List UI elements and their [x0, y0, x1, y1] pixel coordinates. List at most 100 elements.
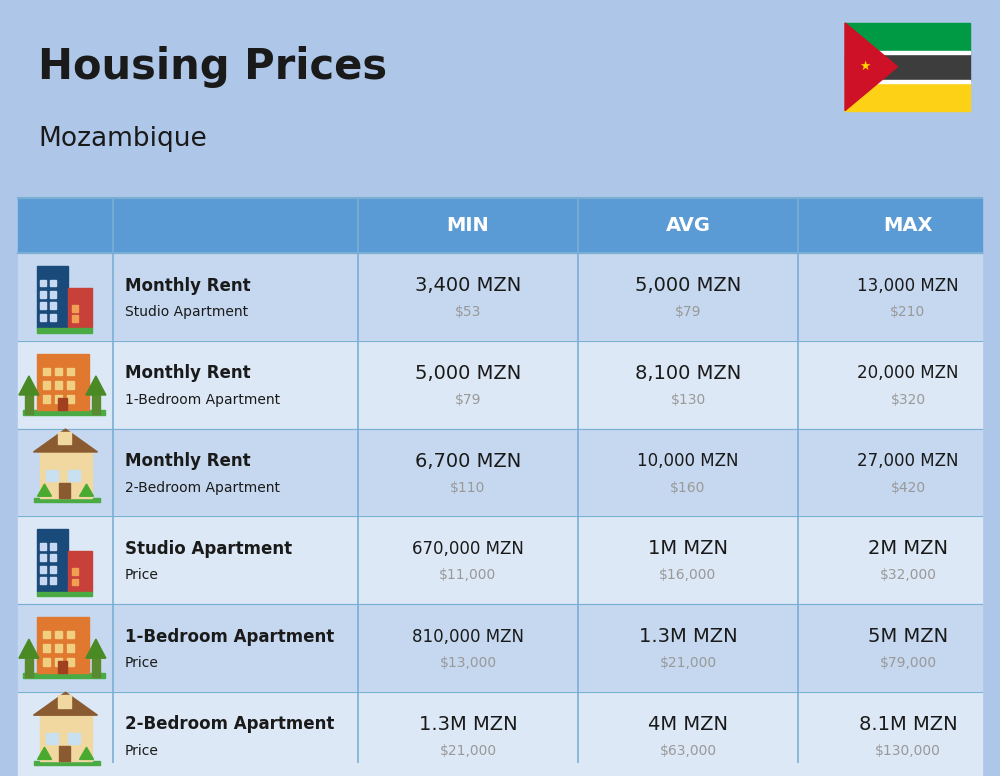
Text: 670,000 MZN: 670,000 MZN — [412, 540, 524, 558]
Bar — [40, 291, 46, 298]
Bar — [43, 381, 50, 389]
Polygon shape — [80, 484, 94, 496]
Bar — [50, 291, 56, 298]
Text: $32,000: $32,000 — [880, 568, 936, 582]
Bar — [67, 644, 74, 652]
Text: 8.1M MZN: 8.1M MZN — [859, 715, 957, 734]
Bar — [18, 605, 982, 692]
Bar — [43, 644, 50, 652]
Bar — [58, 432, 71, 445]
Bar — [58, 398, 67, 411]
Text: $210: $210 — [890, 305, 926, 319]
Polygon shape — [86, 639, 106, 658]
Text: Mozambique: Mozambique — [38, 126, 207, 152]
Bar — [68, 470, 80, 481]
Text: Monthly Rent: Monthly Rent — [125, 277, 251, 295]
Text: 6,700 MZN: 6,700 MZN — [415, 452, 521, 471]
Text: 2-Bedroom Apartment: 2-Bedroom Apartment — [125, 715, 334, 733]
Bar — [55, 644, 62, 652]
Bar — [37, 266, 68, 328]
Polygon shape — [80, 747, 94, 760]
Bar — [40, 554, 46, 561]
Text: 20,000 MZN: 20,000 MZN — [857, 365, 959, 383]
Text: Price: Price — [125, 568, 159, 582]
Bar — [92, 658, 100, 677]
Bar — [40, 279, 46, 286]
Bar — [34, 761, 100, 765]
Bar — [46, 733, 58, 744]
Bar — [40, 715, 92, 761]
Bar — [40, 577, 46, 584]
Text: 4M MZN: 4M MZN — [648, 715, 728, 734]
Bar — [18, 517, 982, 605]
Bar — [72, 568, 78, 575]
Polygon shape — [86, 376, 106, 395]
Text: $130: $130 — [670, 393, 706, 407]
Text: Price: Price — [125, 656, 159, 670]
Bar — [37, 529, 68, 591]
Bar — [37, 354, 89, 411]
Bar — [40, 542, 46, 549]
Text: 10,000 MZN: 10,000 MZN — [637, 452, 739, 470]
Polygon shape — [34, 692, 98, 715]
Bar — [845, 23, 970, 52]
Bar — [18, 253, 982, 341]
Bar — [18, 199, 982, 253]
Text: $320: $320 — [890, 393, 926, 407]
Bar — [40, 452, 92, 497]
Text: 1-Bedroom Apartment: 1-Bedroom Apartment — [125, 393, 280, 407]
Bar — [845, 80, 970, 83]
Bar — [845, 81, 970, 111]
Bar — [67, 368, 74, 375]
Text: $21,000: $21,000 — [659, 656, 717, 670]
Bar — [72, 305, 78, 312]
Bar — [37, 328, 92, 333]
Bar — [58, 695, 71, 708]
Bar — [50, 566, 56, 573]
Bar — [37, 591, 92, 596]
Bar — [68, 733, 80, 744]
Text: $11,000: $11,000 — [439, 568, 497, 582]
Text: 5,000 MZN: 5,000 MZN — [415, 364, 521, 383]
Bar — [40, 566, 46, 573]
Text: 5,000 MZN: 5,000 MZN — [635, 276, 741, 295]
Text: $63,000: $63,000 — [659, 743, 717, 757]
Bar — [72, 579, 78, 585]
Text: $130,000: $130,000 — [875, 743, 941, 757]
Bar — [25, 395, 33, 414]
Text: 27,000 MZN: 27,000 MZN — [857, 452, 959, 470]
Text: $16,000: $16,000 — [659, 568, 717, 582]
Bar — [40, 303, 46, 310]
Text: $13,000: $13,000 — [439, 656, 497, 670]
Bar — [43, 631, 50, 639]
Bar — [67, 631, 74, 639]
Bar — [46, 470, 58, 481]
Text: 2-Bedroom Apartment: 2-Bedroom Apartment — [125, 480, 280, 494]
Text: $21,000: $21,000 — [439, 743, 497, 757]
Polygon shape — [38, 484, 52, 496]
Bar — [845, 50, 970, 54]
Text: Price: Price — [125, 743, 159, 757]
Bar — [67, 658, 74, 666]
Bar — [23, 674, 105, 678]
Polygon shape — [845, 23, 898, 111]
Bar — [37, 617, 89, 674]
Bar — [40, 314, 46, 320]
Bar — [50, 303, 56, 310]
Text: 2M MZN: 2M MZN — [868, 539, 948, 559]
Bar — [43, 395, 50, 403]
Bar — [59, 746, 70, 761]
Text: 1.3M MZN: 1.3M MZN — [419, 715, 517, 734]
Bar — [43, 658, 50, 666]
Polygon shape — [19, 376, 39, 395]
Bar — [50, 542, 56, 549]
Polygon shape — [19, 639, 39, 658]
Bar — [18, 341, 982, 428]
Text: Housing Prices: Housing Prices — [38, 46, 387, 88]
Text: $160: $160 — [670, 480, 706, 494]
Text: $110: $110 — [450, 480, 486, 494]
Text: AVG: AVG — [666, 217, 710, 235]
Text: $79: $79 — [675, 305, 701, 319]
Text: 1M MZN: 1M MZN — [648, 539, 728, 559]
Bar — [25, 658, 33, 677]
